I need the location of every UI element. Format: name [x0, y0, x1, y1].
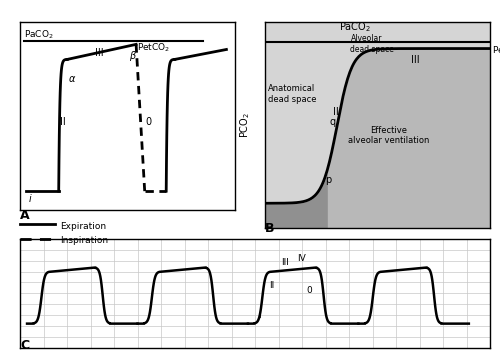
Text: Expiration: Expiration	[60, 222, 106, 231]
Text: II: II	[269, 281, 274, 290]
Text: PCO$_2$: PCO$_2$	[238, 112, 252, 138]
Text: i: i	[28, 194, 32, 205]
Text: IV: IV	[298, 254, 306, 263]
Text: PaCO$_2$: PaCO$_2$	[339, 20, 371, 34]
Text: Inspiration: Inspiration	[60, 236, 108, 245]
Text: PetCO$_2$: PetCO$_2$	[137, 41, 170, 54]
Text: q: q	[329, 117, 335, 127]
Text: II: II	[332, 106, 338, 117]
Text: Effective
alveolar ventilation: Effective alveolar ventilation	[348, 126, 430, 145]
Text: C: C	[20, 339, 29, 352]
Text: PetCO$_2$: PetCO$_2$	[492, 45, 500, 57]
Text: Anatomical
dead space: Anatomical dead space	[268, 84, 317, 104]
Text: III: III	[281, 258, 288, 267]
Text: III: III	[95, 48, 104, 58]
Text: B: B	[265, 222, 274, 235]
Text: $\alpha$: $\alpha$	[68, 74, 76, 84]
Text: PaCO$_2$: PaCO$_2$	[24, 29, 54, 41]
Text: A: A	[20, 209, 30, 222]
Text: Expired tidal volume: Expired tidal volume	[320, 251, 434, 261]
Text: p: p	[324, 175, 331, 185]
Text: III: III	[411, 55, 420, 65]
Text: 0: 0	[306, 286, 312, 295]
Text: $\beta$: $\beta$	[128, 49, 136, 63]
Text: I: I	[258, 311, 261, 320]
Bar	[265, 22, 328, 228]
Text: Alveolar
dead space: Alveolar dead space	[350, 34, 395, 54]
Text: 0: 0	[146, 117, 152, 127]
Text: II: II	[60, 117, 66, 127]
Bar	[328, 22, 490, 228]
